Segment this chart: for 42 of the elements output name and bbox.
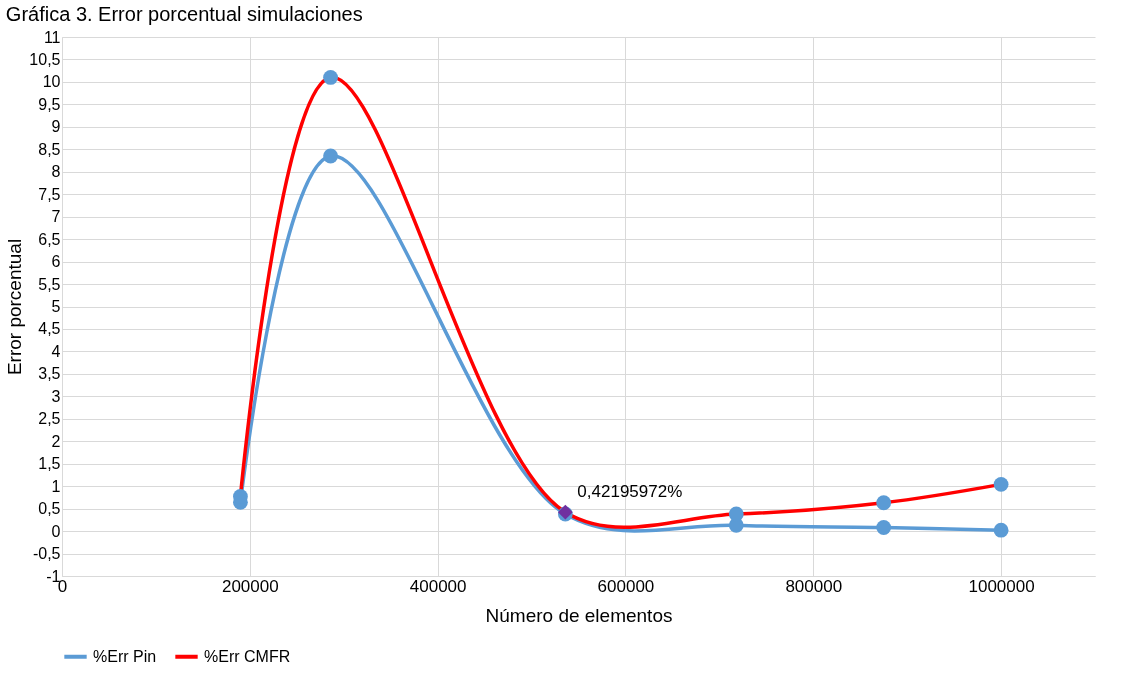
- x-tick-label: 1000000: [968, 576, 1035, 596]
- y-tick-label: 6,5: [38, 230, 61, 248]
- y-tick-label: 8: [51, 163, 61, 181]
- y-tick-label: 0,5: [38, 500, 61, 518]
- x-tick-label: 800000: [785, 576, 843, 596]
- y-tick-label: 11: [43, 28, 61, 46]
- x-tick-label: 400000: [409, 576, 467, 596]
- y-tick-label: 4: [51, 342, 61, 360]
- x-tick-label: 600000: [597, 576, 655, 596]
- y-tick-label: 2,5: [38, 410, 61, 428]
- y-tick-label: 10,5: [29, 50, 61, 68]
- y-tick-label: 5,5: [38, 275, 61, 293]
- y-tick-label: 10: [42, 73, 61, 91]
- y-tick-label: -0,5: [32, 545, 61, 563]
- y-tick-label: 1: [51, 477, 61, 495]
- point: [323, 70, 338, 85]
- data-label: 0,42195972%: [577, 482, 683, 502]
- point: [993, 476, 1009, 492]
- point: [993, 522, 1009, 538]
- point: [323, 148, 338, 164]
- y-tick-label: 9,5: [38, 95, 61, 113]
- y-tick-label: 8,5: [38, 140, 61, 158]
- chart-title: Gráfica 3. Error porcentual simulaciones: [5, 3, 363, 25]
- y-tick-label: 1,5: [38, 455, 61, 473]
- y-tick-label: 7: [51, 208, 61, 226]
- point: [876, 495, 892, 511]
- y-tick-label: 9: [51, 118, 61, 136]
- y-tick-label: 0: [51, 522, 61, 540]
- x-tick-label: 200000: [221, 576, 279, 596]
- y-tick-label: 3: [51, 387, 61, 405]
- y-tick-label: 3,5: [38, 365, 61, 383]
- y-tick-label: 4,5: [38, 320, 61, 338]
- y-axis-title: Error porcentual: [4, 238, 26, 376]
- y-tick-label: 2: [51, 432, 61, 450]
- legend-label: %Err CMFR: [204, 647, 291, 665]
- point: [728, 506, 744, 522]
- y-tick-label: 7,5: [38, 185, 61, 203]
- y-tick-label: 6: [51, 253, 61, 271]
- x-axis-title: Número de elementos: [485, 604, 673, 626]
- y-tick-label: 5: [51, 298, 61, 315]
- point: [876, 520, 892, 535]
- legend-label: %Err Pin: [93, 647, 157, 665]
